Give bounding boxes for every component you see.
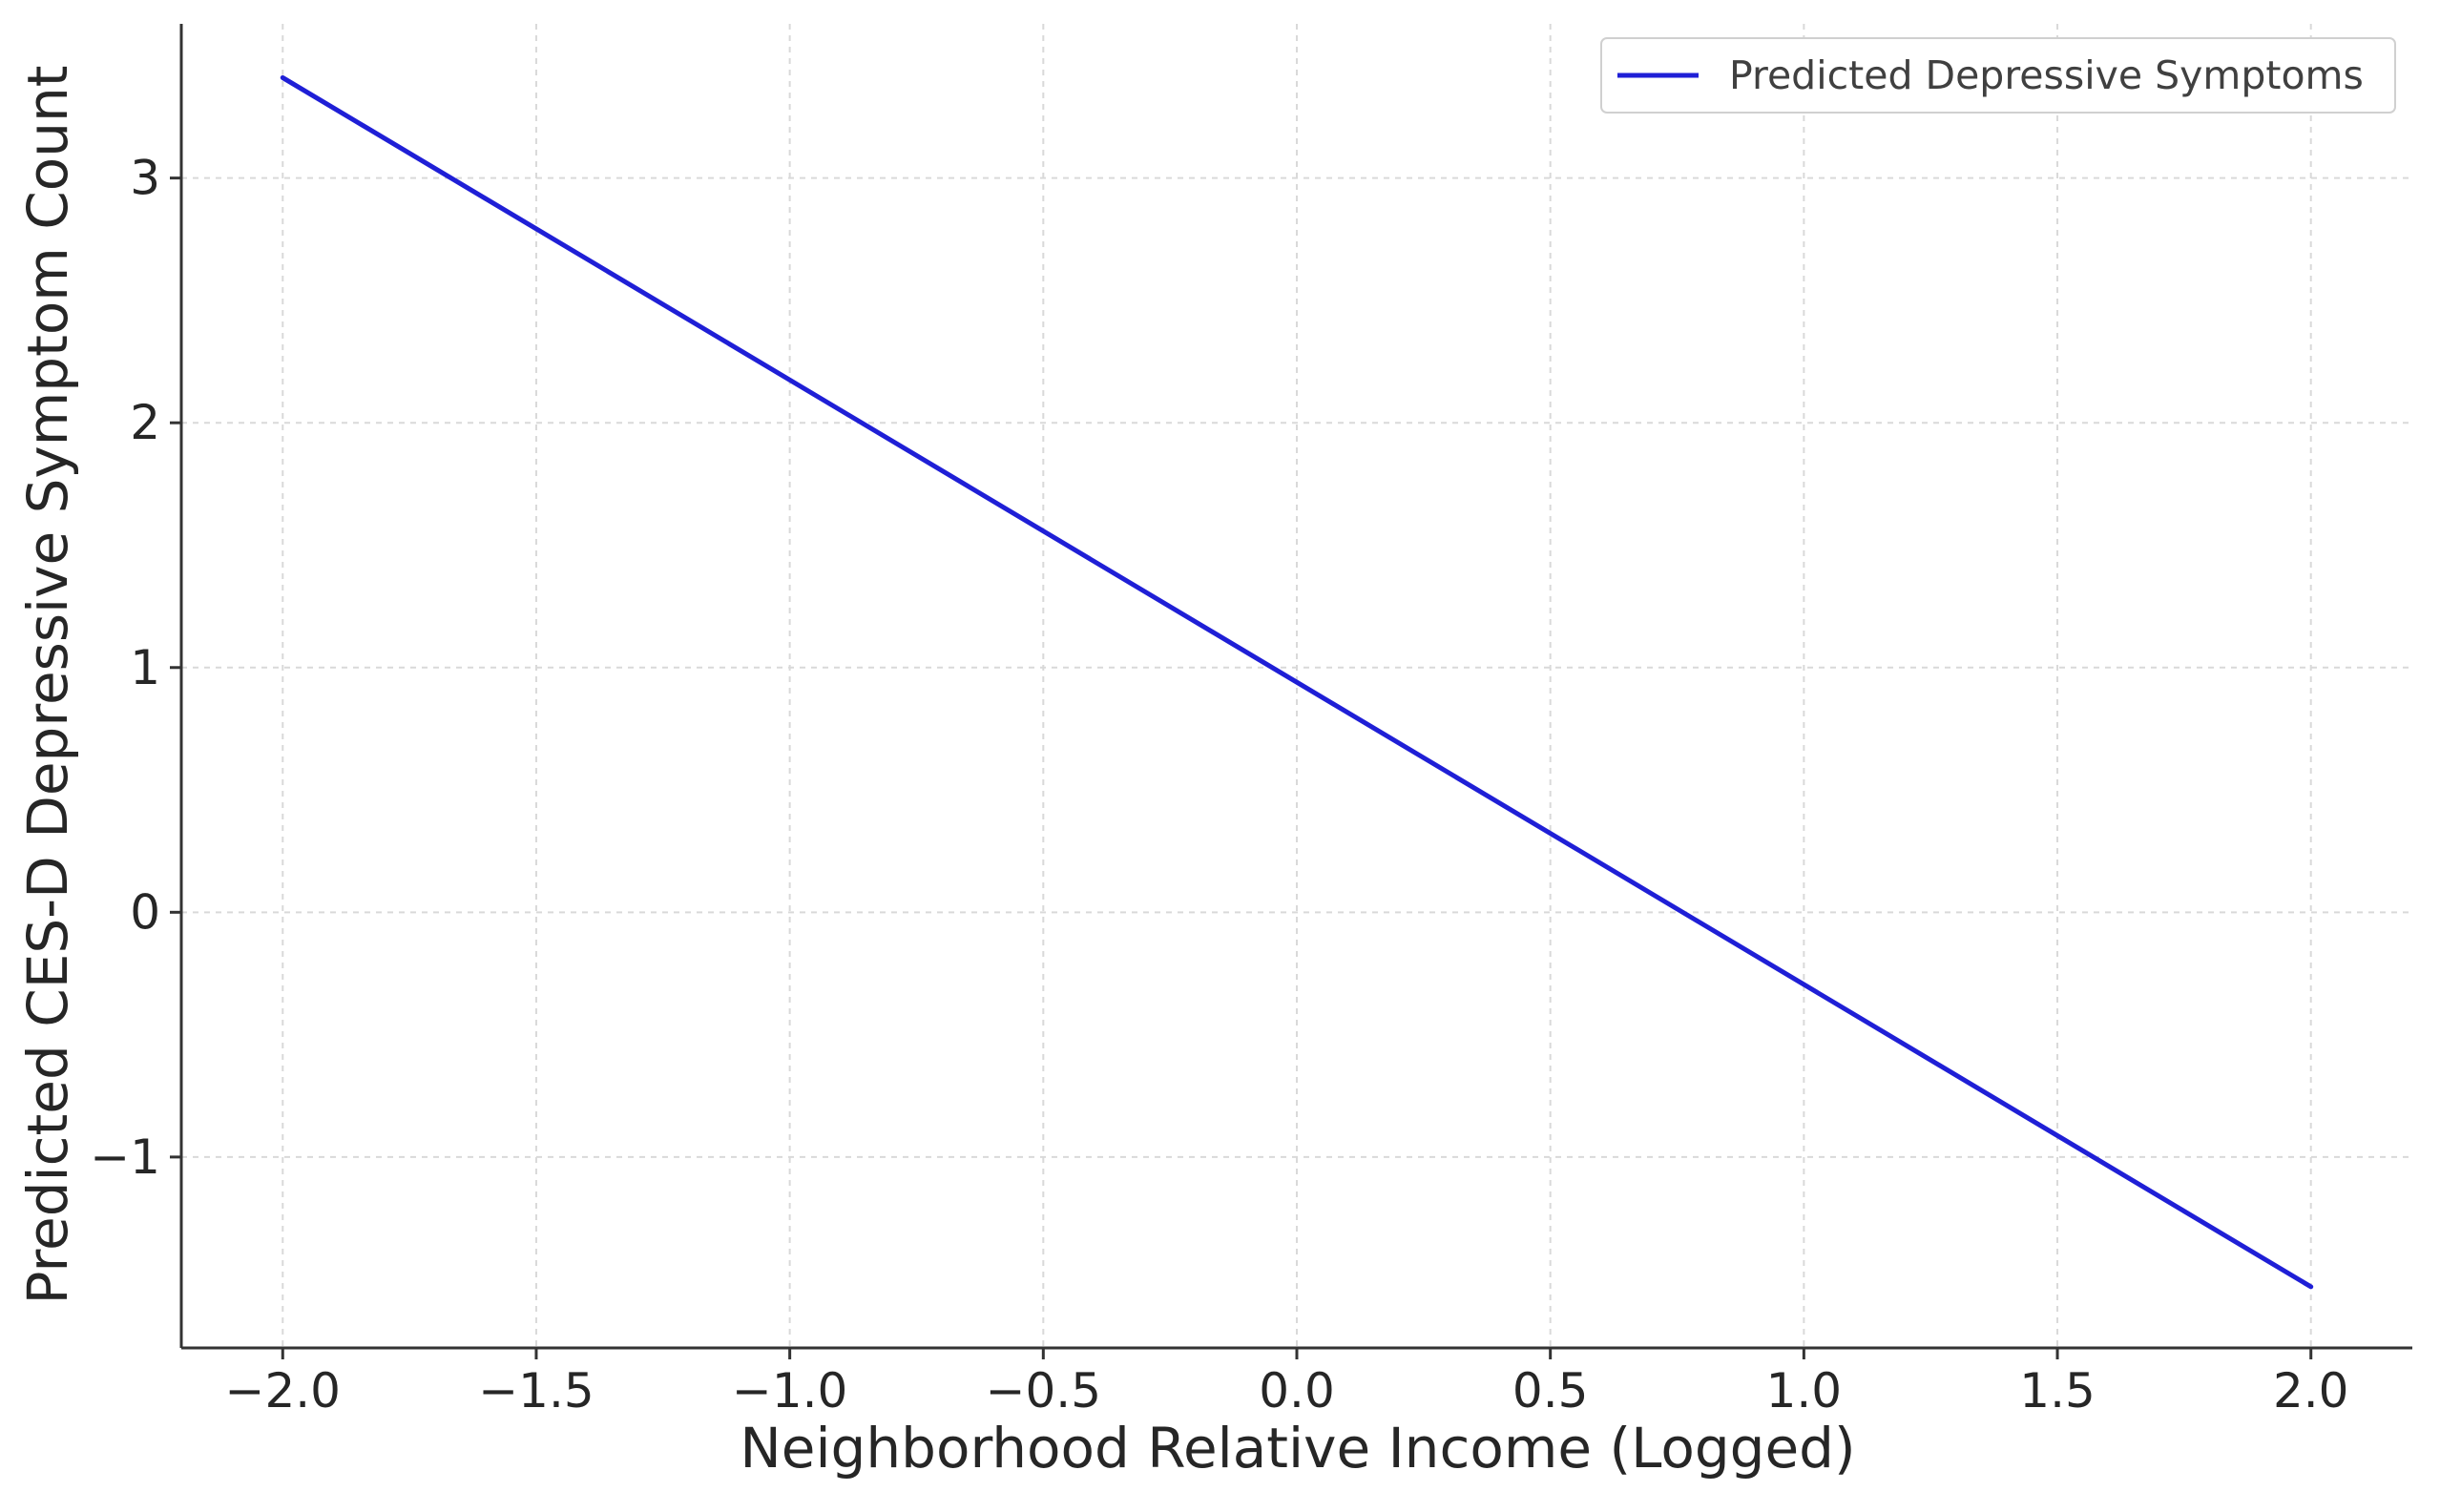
x-tick-label: −1.5	[478, 1363, 594, 1419]
y-axis-title: Predicted CES-D Depressive Symptom Count	[15, 66, 80, 1305]
y-tick-label: 0	[130, 884, 160, 940]
legend-label: Predicted Depressive Symptoms	[1729, 52, 2364, 98]
y-tick-label: 1	[130, 640, 160, 695]
x-tick-label: 1.0	[1766, 1363, 1843, 1419]
series-layer	[280, 74, 2314, 1290]
x-tick-label: 0.0	[1259, 1363, 1335, 1419]
x-tick-label: −2.0	[225, 1363, 341, 1419]
x-tick-label: −1.0	[732, 1363, 847, 1419]
y-tick-label: 2	[130, 395, 160, 450]
x-tick-label: 1.5	[2019, 1363, 2096, 1419]
grid	[181, 24, 2412, 1348]
series-line	[280, 74, 2314, 1290]
ticks: −2.0 −1.5 −1.0 −0.5 0.0 0.5 1.0 1.5 2.0 −1 0 1 2 3	[90, 151, 2348, 1419]
legend: Predicted Depressive Symptoms	[1600, 37, 2396, 114]
legend-box	[1600, 37, 2396, 114]
x-tick-label: 2.0	[2273, 1363, 2349, 1419]
y-tick-label: −1	[90, 1129, 160, 1185]
y-tick-label: 3	[130, 151, 160, 206]
x-tick-label: 0.5	[1512, 1363, 1589, 1419]
x-axis-title: Neighborhood Relative Income (Logged)	[740, 1416, 1855, 1481]
x-tick-label: −0.5	[986, 1363, 1101, 1419]
